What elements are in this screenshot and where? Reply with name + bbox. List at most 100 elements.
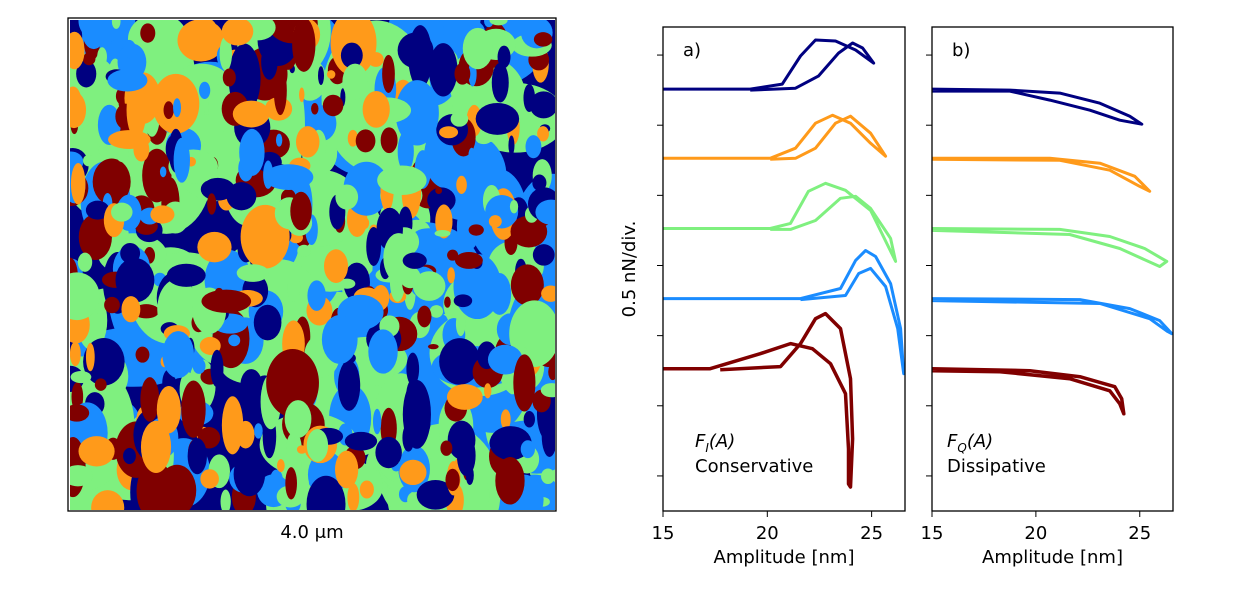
map-blob [285,467,297,500]
map-blob [135,346,150,363]
curve [931,156,1152,193]
map-blob [115,257,155,303]
map-blob [307,280,326,311]
map-blob [299,87,305,103]
map-blob [347,129,359,147]
map-blob [340,42,363,69]
map-blob [104,296,120,314]
map-blob [545,489,555,510]
map-blob [190,24,203,45]
map-blob [116,147,130,163]
map-blob [159,166,167,178]
plot-frame [662,26,906,512]
map-blob [412,271,446,301]
map-blob [233,451,266,497]
x-tick-label: 25 [1128,523,1151,544]
map-blob [187,438,207,475]
map-blob [76,60,97,88]
map-blob [71,382,84,412]
map-blob [98,144,107,156]
map-blob [306,428,329,462]
y-axis-label: 0.5 nN/div. [619,221,640,318]
map-blob [446,384,483,410]
x-tick-label: 20 [1024,523,1047,544]
map-blob [447,249,459,261]
map-blob [487,344,523,375]
map-blob [532,244,555,266]
map-blob [342,63,368,100]
annotation-text: Dissipative [947,456,1046,477]
map-blob [163,101,174,120]
map-blob [220,489,231,510]
map-blob [273,65,287,116]
subscript: I [705,441,709,455]
map-blob [500,409,511,430]
map-blob [94,378,107,391]
map-blob [83,154,94,167]
curve [931,297,1174,336]
map-blob [85,200,110,220]
map-blob [510,215,548,248]
map-blob [533,32,553,47]
map-blob [311,102,319,115]
curve [663,113,888,161]
map-blob [395,80,439,146]
map-blob [382,54,395,93]
map-blob [173,98,182,118]
map-blob [140,420,172,474]
map-blob [399,459,427,486]
annotation-symbol: FQ(A) [947,431,993,455]
map-blob [322,94,344,117]
map-blob [126,82,147,139]
argument: (A) [709,431,735,452]
map-blob [70,371,92,384]
map-blob [497,45,511,69]
map-blob [321,315,358,364]
map-blob [338,278,356,289]
map-blob [284,400,312,438]
map-blob [368,52,384,67]
map-blob [70,465,93,487]
map-blob [70,341,81,367]
map-blob [435,204,453,239]
image-frame [67,17,557,512]
annotation-text: Conservative [695,456,813,477]
map-blob [453,294,473,308]
map-blob [192,358,206,374]
map-blob [221,20,254,46]
x-axis-label: Amplitude [nm] [714,547,855,568]
map-blob [219,36,233,71]
map-blob [347,483,360,510]
map-blob [447,267,455,284]
map-blob [157,464,197,510]
x-axis-label: Amplitude [nm] [982,547,1123,568]
map-blob [335,450,359,489]
map-blob [199,81,211,100]
map-blob [261,43,278,80]
map-blob [520,440,535,459]
symbol: F [695,431,706,452]
map-blob [406,352,420,386]
map-blob [402,252,427,269]
map-blob [221,396,244,455]
map-blob [513,276,525,284]
map-blob [373,408,382,435]
map-blob [111,20,121,29]
map-blob [362,91,390,128]
map-blob [204,341,216,356]
map-blob [323,249,349,283]
map-blob [140,377,160,422]
symbol: F [947,431,958,452]
map-blob [439,126,459,139]
map-blob [440,440,453,456]
map-blob [445,468,460,492]
map-blob [162,331,195,379]
map-blob [140,23,156,43]
map-blob [541,468,555,485]
cluster-map [70,20,555,510]
map-blob [407,492,419,508]
map-blob [150,205,175,224]
map-blob [414,347,428,363]
plot-frame [931,26,1174,512]
